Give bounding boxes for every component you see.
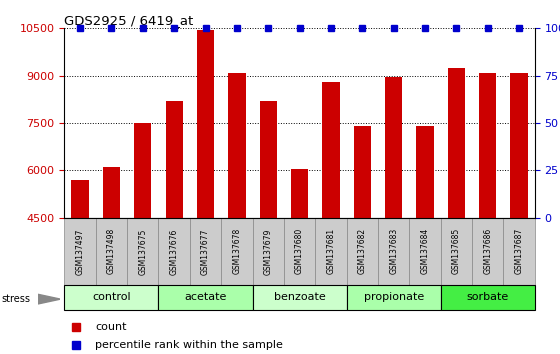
Text: percentile rank within the sample: percentile rank within the sample xyxy=(95,340,283,350)
Bar xyxy=(315,218,347,285)
Text: GSM137498: GSM137498 xyxy=(107,228,116,274)
Bar xyxy=(190,218,221,285)
Text: count: count xyxy=(95,322,127,332)
Text: GSM137497: GSM137497 xyxy=(76,228,85,275)
Bar xyxy=(378,218,409,285)
Text: propionate: propionate xyxy=(363,292,424,302)
Bar xyxy=(347,285,441,310)
Bar xyxy=(64,218,96,285)
Bar xyxy=(228,73,245,218)
Bar xyxy=(221,218,253,285)
Bar xyxy=(323,82,339,218)
Text: GSM137678: GSM137678 xyxy=(232,228,241,274)
Bar xyxy=(472,218,503,285)
Bar xyxy=(291,169,308,218)
Text: sorbate: sorbate xyxy=(466,292,509,302)
Text: GSM137680: GSM137680 xyxy=(295,228,304,274)
Bar xyxy=(503,218,535,285)
Text: benzoate: benzoate xyxy=(274,292,325,302)
Text: GSM137683: GSM137683 xyxy=(389,228,398,274)
Bar xyxy=(253,285,347,310)
Bar xyxy=(409,218,441,285)
Bar xyxy=(441,218,472,285)
Text: GSM137677: GSM137677 xyxy=(201,228,210,275)
Text: GSM137681: GSM137681 xyxy=(326,228,335,274)
Bar xyxy=(354,126,371,218)
Bar xyxy=(158,285,253,310)
Text: GSM137682: GSM137682 xyxy=(358,228,367,274)
Bar xyxy=(260,101,277,218)
Text: GSM137676: GSM137676 xyxy=(170,228,179,275)
Bar xyxy=(479,73,496,218)
Bar xyxy=(96,218,127,285)
Bar xyxy=(166,101,183,218)
Bar xyxy=(511,73,528,218)
Bar xyxy=(197,30,214,218)
Bar xyxy=(127,218,158,285)
Bar xyxy=(347,218,378,285)
Bar xyxy=(253,218,284,285)
Bar xyxy=(284,218,315,285)
Text: stress: stress xyxy=(1,294,30,304)
Text: GSM137679: GSM137679 xyxy=(264,228,273,275)
Text: GSM137685: GSM137685 xyxy=(452,228,461,274)
Text: GDS2925 / 6419_at: GDS2925 / 6419_at xyxy=(64,14,194,27)
Bar xyxy=(103,167,120,218)
Text: acetate: acetate xyxy=(184,292,227,302)
Text: GSM137675: GSM137675 xyxy=(138,228,147,275)
Bar xyxy=(417,126,433,218)
Text: GSM137684: GSM137684 xyxy=(421,228,430,274)
Bar xyxy=(64,285,158,310)
Text: GSM137686: GSM137686 xyxy=(483,228,492,274)
Bar xyxy=(385,77,402,218)
Bar xyxy=(441,285,535,310)
Bar xyxy=(134,123,151,218)
Polygon shape xyxy=(38,294,60,304)
Bar xyxy=(72,180,88,218)
Bar xyxy=(448,68,465,218)
Text: GSM137687: GSM137687 xyxy=(515,228,524,274)
Bar xyxy=(158,218,190,285)
Text: control: control xyxy=(92,292,130,302)
